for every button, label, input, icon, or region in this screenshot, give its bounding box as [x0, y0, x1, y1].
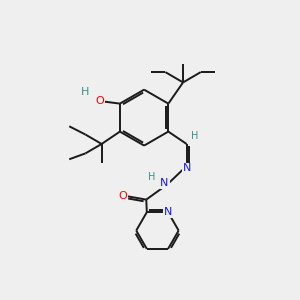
Text: N: N: [160, 178, 169, 188]
Text: N: N: [182, 164, 191, 173]
Text: O: O: [95, 96, 104, 106]
Text: H: H: [148, 172, 156, 182]
Text: N: N: [164, 207, 172, 217]
Text: O: O: [118, 191, 127, 201]
Text: H: H: [191, 131, 199, 141]
Text: H: H: [81, 87, 90, 97]
